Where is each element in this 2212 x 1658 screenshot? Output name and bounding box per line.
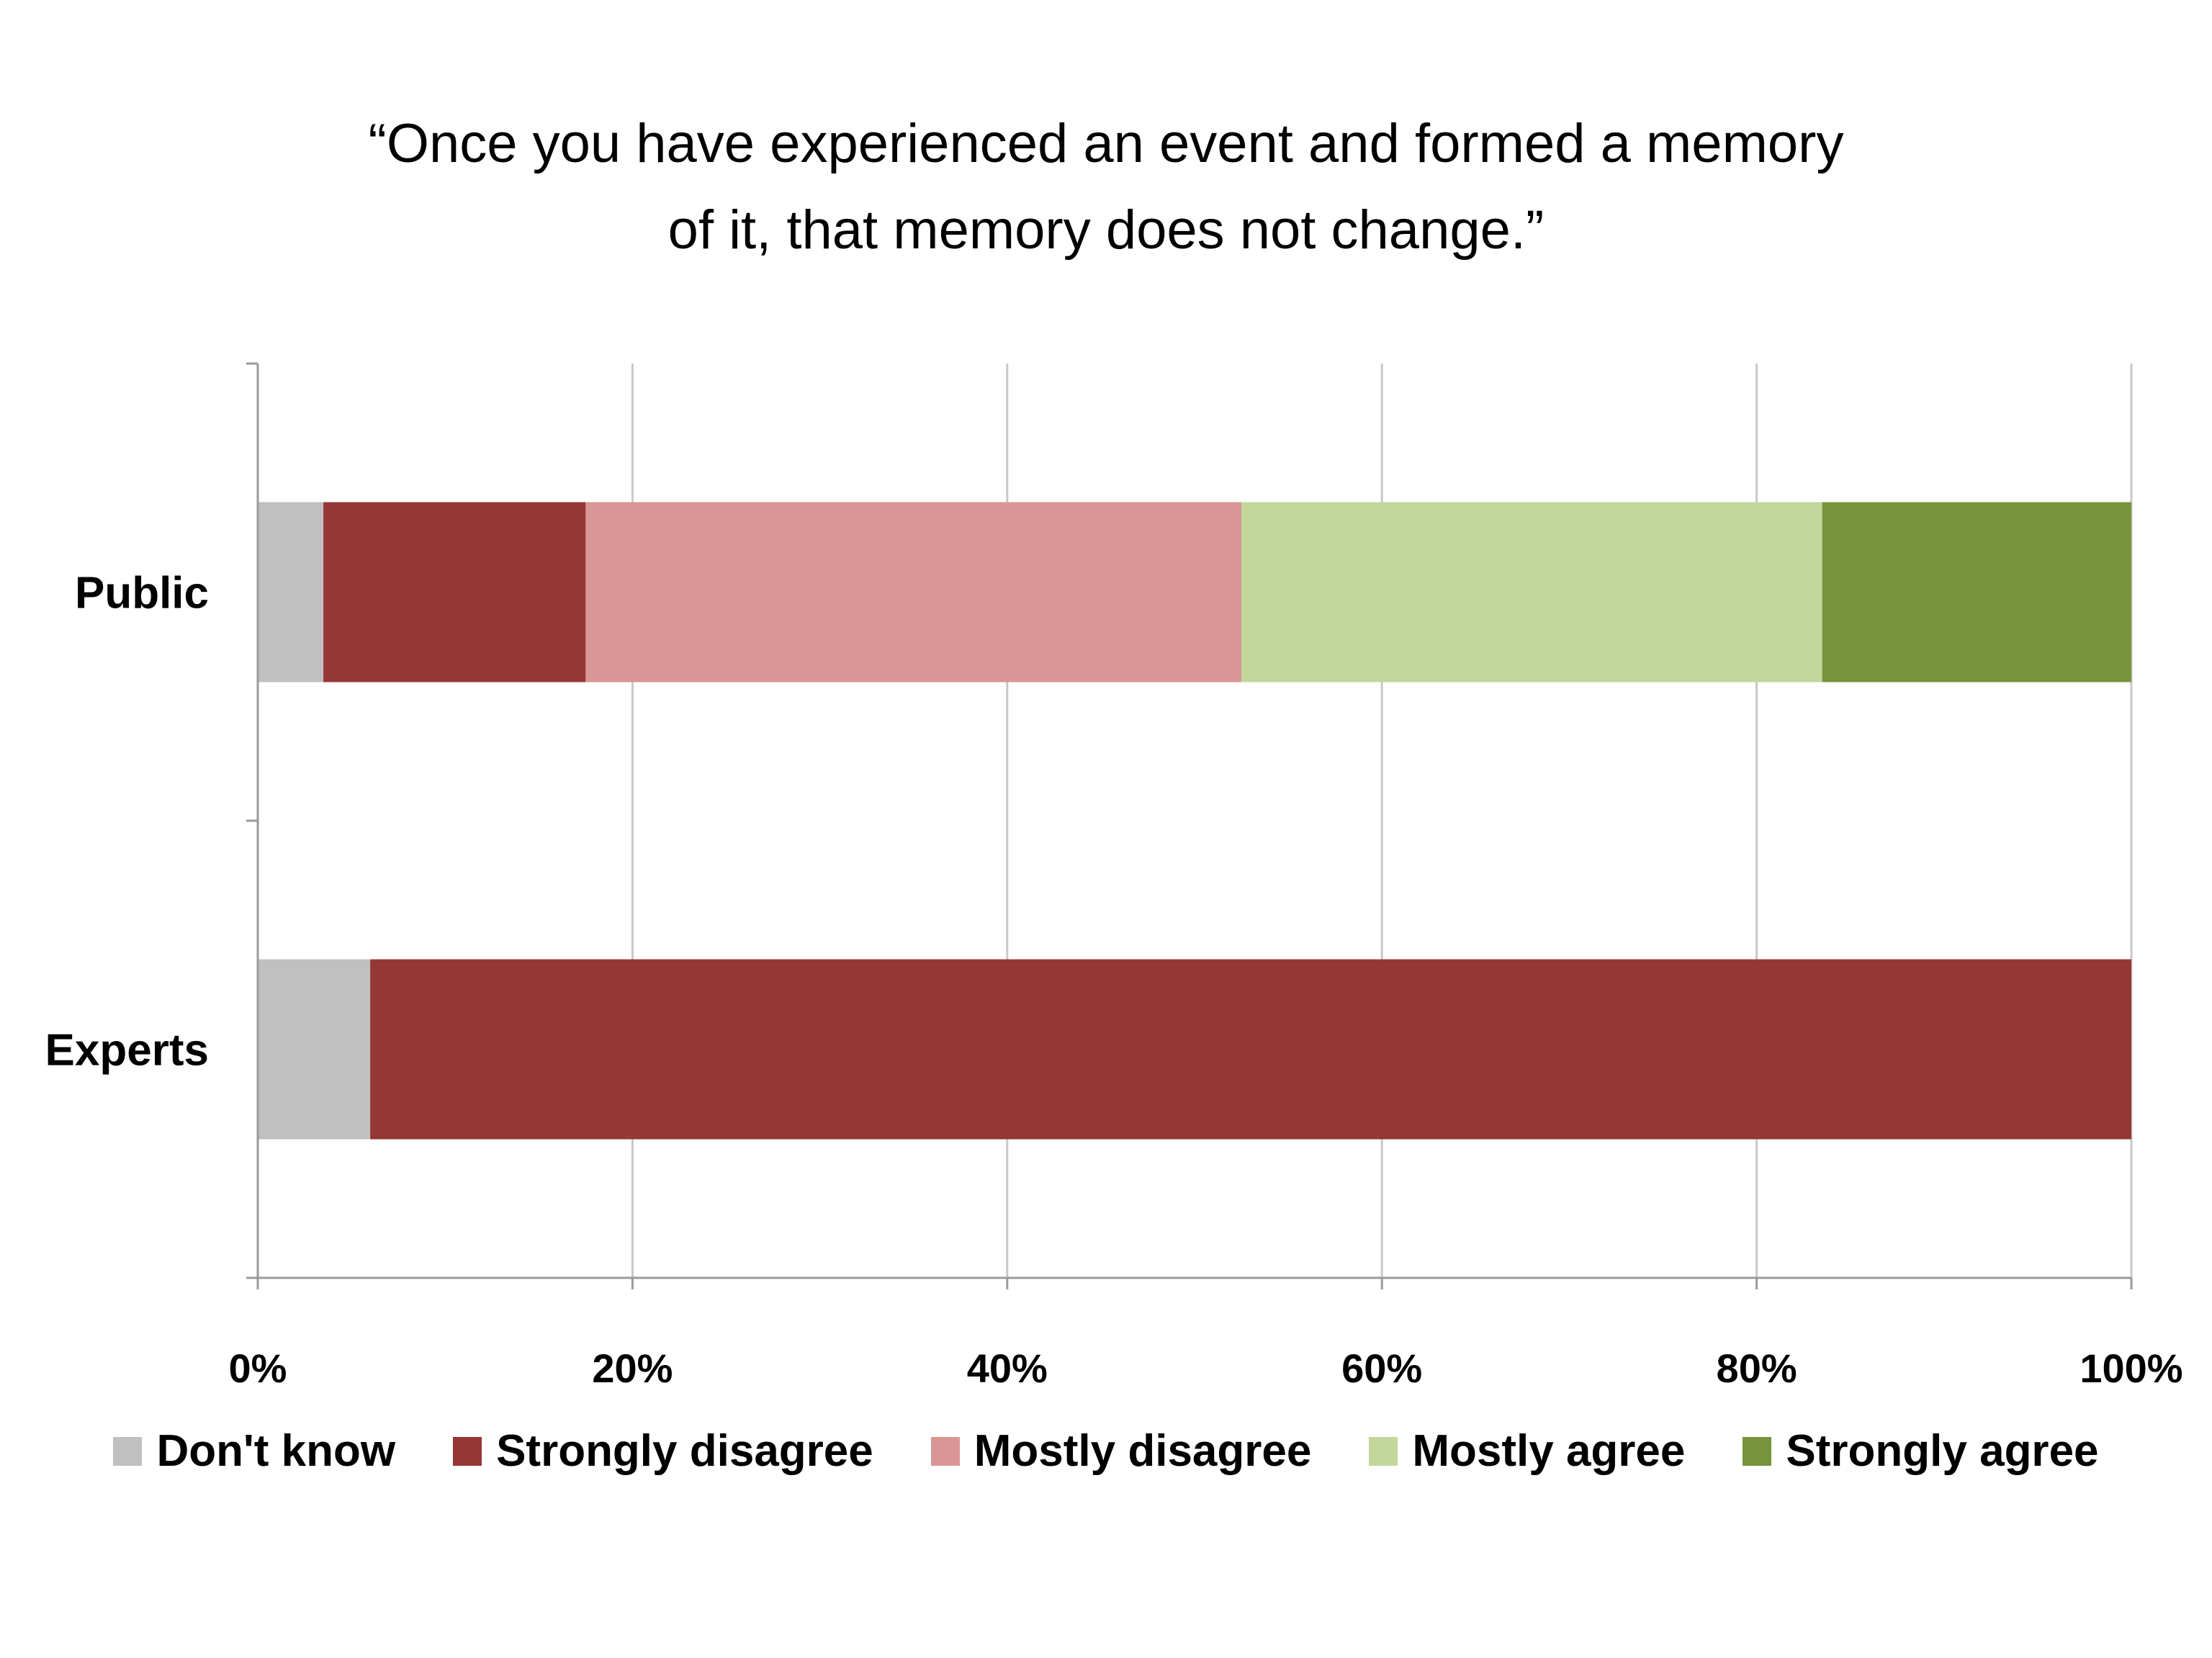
- bar-segment: [323, 502, 586, 682]
- legend-label: Don't know: [156, 1426, 396, 1476]
- chart-title-line-1: “Once you have experienced an event and …: [368, 113, 1844, 174]
- x-tick-label: 100%: [2080, 1346, 2182, 1391]
- legend-label: Mostly disagree: [974, 1426, 1312, 1476]
- legend-item: Mostly agree: [1369, 1425, 1685, 1477]
- legend-label: Mostly agree: [1412, 1426, 1686, 1476]
- legend: Don't know Strongly disagree Mostly disagr…: [0, 1425, 2212, 1477]
- legend-swatch: [930, 1436, 960, 1466]
- bar-segment: [1241, 502, 1822, 682]
- legend-item: Strongly disagree: [453, 1425, 873, 1477]
- category-label: Public: [75, 569, 209, 618]
- legend-swatch: [113, 1436, 143, 1466]
- legend-label: Strongly disagree: [496, 1426, 873, 1476]
- x-tick-label: 60%: [1341, 1346, 1422, 1391]
- chart-title-line-2: of it, that memory does not change.”: [667, 199, 1545, 261]
- chart-title: “Once you have experienced an event and …: [0, 101, 2212, 274]
- bar-segment: [258, 959, 371, 1140]
- category-label: Experts: [45, 1026, 209, 1076]
- legend-item: Mostly disagree: [930, 1425, 1312, 1477]
- axes: [246, 362, 2133, 1289]
- x-tick-label: 20%: [592, 1346, 673, 1391]
- x-tick-label: 0%: [229, 1346, 287, 1391]
- x-tick-labels: 0% 20% 40% 60% 80% 100%: [229, 1346, 2183, 1391]
- legend-item: Strongly agree: [1743, 1425, 2099, 1477]
- bar-segment: [258, 502, 324, 682]
- x-tick-label: 80%: [1717, 1346, 1797, 1391]
- gridlines: [631, 364, 2133, 1278]
- legend-item: Don't know: [113, 1425, 395, 1477]
- bar-segment: [370, 959, 2131, 1140]
- bars: [258, 502, 2131, 1140]
- legend-swatch: [1369, 1436, 1398, 1466]
- legend-label: Strongly agree: [1786, 1426, 2099, 1476]
- legend-swatch: [1743, 1436, 1772, 1466]
- legend-swatch: [453, 1436, 482, 1466]
- bar-segment: [1822, 502, 2131, 682]
- x-tick-label: 40%: [967, 1346, 1048, 1391]
- category-labels: Public Experts: [45, 569, 209, 1076]
- bar-segment: [585, 502, 1242, 682]
